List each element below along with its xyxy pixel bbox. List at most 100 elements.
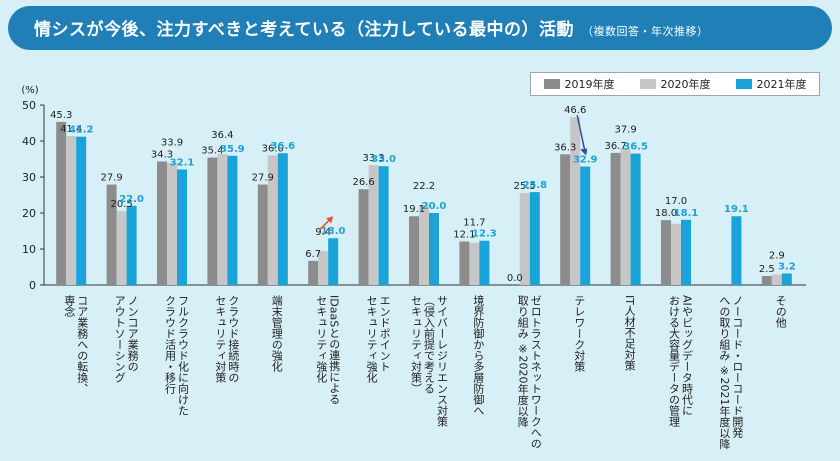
data-label-2021年度-14: 3.2 <box>778 261 796 272</box>
y-tick-label: 10 <box>22 243 36 256</box>
bar-2020年度-1 <box>116 211 127 285</box>
category-label-6-1: セキュリティ強化 <box>365 295 378 384</box>
data-label-2021年度-1: 22.0 <box>119 194 144 205</box>
bar-2020年度-5 <box>318 251 329 285</box>
bar-2020年度-12 <box>671 223 681 285</box>
bar-2021年度-13 <box>731 216 742 285</box>
data-label-2020年度-7: 22.2 <box>413 181 435 192</box>
legend: 2019年度 2020年度 2021年度 <box>530 72 820 96</box>
data-label-2020年度-2: 33.9 <box>161 138 183 149</box>
bar-2019年度-6 <box>358 189 369 285</box>
bar-2019年度-14 <box>761 276 772 285</box>
data-label-2020年度-9: 25.5 <box>514 181 536 192</box>
legend-swatch-2020 <box>639 79 656 89</box>
y-axis-label: (%) <box>21 85 38 96</box>
title-banner: 情シスが今後、注力すべきと考えている（注力している最中の）活動 （複数回答・年次推… <box>8 6 832 50</box>
bar-2020年度-7 <box>419 205 429 285</box>
bar-2019年度-3 <box>207 157 218 285</box>
data-label-2020年度-1: 20.5 <box>110 199 132 210</box>
y-tick-label: 30 <box>22 171 36 184</box>
data-label-2020年度-14: 2.9 <box>769 251 785 262</box>
bar-2021年度-7 <box>429 213 439 285</box>
data-label-2019年度-10: 36.3 <box>554 142 576 153</box>
y-tick-label: 20 <box>22 207 36 220</box>
chart-title-text: 情シスが今後、注力すべきと考えている（注力している最中の）活動 <box>34 20 574 40</box>
category-label-9-1: 取り組み ※2020年度以降 <box>516 295 529 428</box>
bar-2020年度-9 <box>519 193 530 285</box>
trend-arrow-down-head <box>580 148 588 156</box>
data-label-2021年度-0: 41.2 <box>69 125 94 136</box>
bar-2021年度-9 <box>529 192 540 285</box>
bar-2019年度-2 <box>157 161 167 285</box>
chart-title: 情シスが今後、注力すべきと考えている（注力している最中の）活動 （複数回答・年次推… <box>34 15 708 40</box>
bar-2021年度-10 <box>580 166 591 285</box>
category-label-7-1: （侵入前提で考える <box>423 295 436 394</box>
data-label-2020年度-5: 9.4 <box>315 227 331 238</box>
bar-2021年度-1 <box>126 205 137 285</box>
bar-2021年度-4 <box>277 153 288 285</box>
y-tick-label: 40 <box>22 135 36 148</box>
data-label-2020年度-11: 37.9 <box>614 125 636 136</box>
bar-2019年度-10 <box>560 154 571 285</box>
category-label-1-0: ノンコア業務の <box>126 295 139 372</box>
bar-2019年度-4 <box>257 184 268 285</box>
category-label-5-0: IDaaSとの連携による <box>328 295 341 404</box>
data-label-2021年度-6: 33.0 <box>371 154 396 165</box>
legend-item-2019: 2019年度 <box>543 76 615 92</box>
category-label-2-0: フルクラウド化に向けた <box>177 295 190 416</box>
category-label-10-0: テレワーク対策 <box>573 295 586 372</box>
trend-arrow-up-head <box>326 216 334 224</box>
legend-swatch-2021 <box>735 79 752 89</box>
bar-2020年度-0 <box>66 135 77 285</box>
data-label-2021年度-9: 25.8 <box>522 180 547 191</box>
bar-2019年度-7 <box>409 216 419 285</box>
data-label-2020年度-8: 11.7 <box>463 217 485 228</box>
category-label-9-0: ゼロトラストネットワークへの <box>529 295 542 449</box>
data-label-2019年度-11: 36.7 <box>604 141 626 152</box>
bar-2020年度-8 <box>469 242 480 285</box>
category-label-2-1: クラウド活用・移行 <box>164 295 177 395</box>
category-label-13-0: ノーコード・ローコード開発 <box>731 295 744 439</box>
chart-subtitle: （複数回答・年次推移） <box>581 25 709 38</box>
legend-label-2020: 2020年度 <box>660 78 711 91</box>
data-label-2019年度-9: 0.0 <box>507 273 523 284</box>
data-label-2019年度-5: 6.7 <box>305 249 321 260</box>
category-label-5-1: セキュリティ強化 <box>315 295 328 384</box>
bar-2020年度-2 <box>167 162 177 285</box>
data-label-2020年度-10: 46.6 <box>564 105 586 116</box>
category-label-3-0: クラウド接続時の <box>227 295 240 383</box>
category-label-1-1: アウトソーシング <box>113 295 126 383</box>
data-label-2020年度-4: 36.0 <box>262 143 284 154</box>
data-label-2021年度-10: 32.9 <box>573 155 598 166</box>
category-label-11-0: IT人材不足対策 <box>623 295 636 371</box>
bar-2021年度-14 <box>781 273 792 285</box>
category-label-0-0: コア業務への転換、 <box>76 295 89 394</box>
bar-2019年度-0 <box>56 121 67 285</box>
category-label-3-1: セキュリティ対策 <box>214 295 227 383</box>
category-label-13-1: への取り組み ※2021年度以降 <box>718 295 731 450</box>
data-label-2020年度-0: 41.4 <box>60 124 82 135</box>
category-label-14-0: その他 <box>774 295 787 328</box>
bar-2021年度-8 <box>479 240 490 285</box>
category-label-4-0: 端末管理の強化 <box>270 295 283 373</box>
bar-2021年度-5 <box>328 238 339 285</box>
bar-2019年度-8 <box>459 241 470 285</box>
legend-item-2020: 2020年度 <box>639 76 711 92</box>
y-tick-label: 50 <box>22 99 36 112</box>
data-label-2019年度-7: 19.1 <box>403 204 425 215</box>
legend-label-2019: 2019年度 <box>564 78 615 91</box>
legend-swatch-2019 <box>543 79 560 89</box>
data-label-2019年度-12: 18.0 <box>655 208 677 219</box>
bar-2020年度-11 <box>620 148 631 285</box>
bar-2020年度-6 <box>368 165 379 285</box>
data-label-2021年度-11: 36.5 <box>623 142 648 153</box>
data-label-2021年度-5: 13.0 <box>321 226 346 237</box>
bar-2019年度-11 <box>610 152 621 285</box>
category-label-8-0: 境界防御から多層防御へ <box>472 294 485 416</box>
bar-2020年度-4 <box>267 155 278 285</box>
data-label-2021年度-4: 36.6 <box>270 141 295 152</box>
bar-2019年度-12 <box>661 220 671 285</box>
data-label-2020年度-6: 33.3 <box>362 153 384 164</box>
bar-2021年度-11 <box>630 153 641 285</box>
data-label-2021年度-12: 18.1 <box>674 208 699 219</box>
